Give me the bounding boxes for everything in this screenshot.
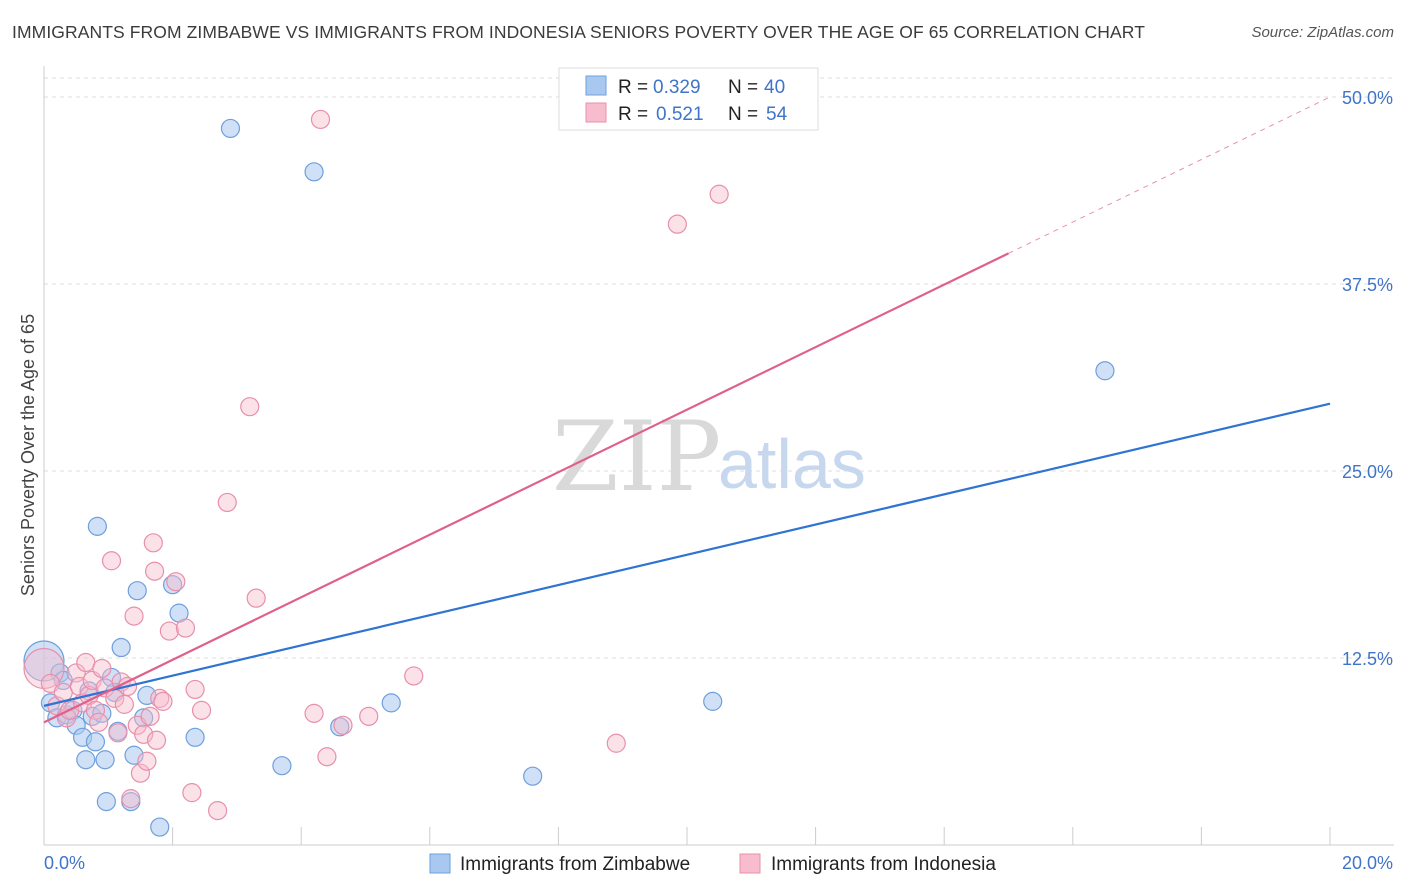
indonesia-point [144,561,165,581]
indonesia-point [143,533,163,553]
bottom-legend-swatch-indonesia [739,853,761,874]
indonesia-point [108,723,128,743]
indonesia-point [150,688,170,708]
legend-swatch-indonesia [585,102,607,123]
x-tick-label: 0.0% [44,853,85,873]
legend-r-label: R = [618,104,648,125]
watermark-atlas: atlas [718,425,866,503]
zimbabwe-point [381,693,401,713]
indonesia-point [310,109,331,130]
zimbabwe-point [87,516,107,536]
indonesia-point [124,606,144,626]
indonesia-point [76,652,96,673]
indonesia-point [333,715,353,735]
zimbabwe-point [111,637,131,658]
zimbabwe-point [134,708,154,728]
indonesia-point [53,682,73,703]
indonesia-point [101,551,122,571]
indonesia-point [709,184,729,204]
indonesia-point [23,647,65,690]
indonesia-point [667,214,687,234]
legend-n-value-zimbabwe: 40 [764,77,785,98]
zimbabwe-point [85,732,106,752]
zimbabwe-point [127,581,147,601]
y-tick-label: 12.5% [1342,649,1393,669]
legend-n-label: N = [728,77,758,98]
indonesia-point [246,588,266,608]
indonesia-point [85,700,106,720]
zimbabwe-point [523,766,543,786]
indonesia-trend-line [43,252,1009,724]
legend-r-value-zimbabwe: 0.329 [653,77,701,98]
legend-swatch-zimbabwe [585,75,607,96]
zimbabwe-point [330,717,350,737]
x-tick-label: 20.0% [1342,853,1393,873]
y-tick-label: 37.5% [1342,275,1393,295]
indonesia-point [304,703,324,723]
watermark-zip: ZIP [552,401,721,513]
indonesia-point [404,666,424,686]
indonesia-points [23,109,729,821]
y-axis-label: Seniors Poverty Over the Age of 65 [18,314,38,596]
y-tick-label: 50.0% [1342,88,1393,108]
zimbabwe-point [95,750,115,770]
indonesia-point [114,694,134,714]
ticks-layer: 12.5% 25.0% 37.5% 50.0% 0.0% 20.0% [44,88,1393,873]
legend-n-value-indonesia: 54 [766,104,788,125]
zimbabwe-point [703,691,723,711]
indonesia-point [153,691,173,711]
zimbabwe-point [185,727,205,747]
chart-title: IMMIGRANTS FROM ZIMBABWE VS IMMIGRANTS F… [12,22,1146,42]
indonesia-point [140,706,160,726]
indonesia-trend-line-extension [1008,96,1331,254]
bottom-legend-label-zimbabwe: Immigrants from Zimbabwe [460,854,690,875]
indonesia-point [92,658,112,679]
indonesia-point [240,397,260,417]
indonesia-point [182,783,202,803]
legend-n-label: N = [728,104,758,125]
bottom-legend-label-indonesia: Immigrants from Indonesia [771,854,996,875]
legend-r-value-indonesia: 0.521 [656,104,704,125]
zimbabwe-point [163,575,183,595]
legend-r-label: R = [618,77,648,98]
indonesia-point [185,679,205,700]
top-legend: R = 0.329 N = 40 R = 0.521 N = 54 [558,67,819,131]
zimbabwe-point [272,756,292,776]
chart-source: Source: ZipAtlas.com [1251,24,1394,41]
zimbabwe-point [304,162,324,182]
indonesia-point [89,712,109,732]
indonesia-point [217,492,237,513]
indonesia-point [121,789,141,809]
zimbabwe-point [150,817,170,837]
bottom-legend: Immigrants from Zimbabwe Immigrants from… [429,853,996,875]
zimbabwe-point [1095,361,1115,381]
zimbabwe-point [96,792,116,812]
indonesia-point [606,733,626,753]
indonesia-point [130,763,151,783]
axes-layer [43,66,1394,846]
watermark: ZIP atlas [552,401,866,513]
indonesia-point [159,621,179,641]
zimbabwe-point [76,750,96,770]
zimbabwe-trend-line [43,402,1331,707]
trend-layer [43,96,1331,724]
indonesia-point [146,730,167,750]
indonesia-point [359,706,379,726]
y-tick-label: 25.0% [1342,462,1393,482]
indonesia-point [137,751,157,771]
zimbabwe-point [220,118,241,139]
bottom-legend-swatch-zimbabwe [429,853,451,874]
grid-layer [44,77,1394,659]
indonesia-point [191,700,212,720]
indonesia-point [175,618,196,638]
indonesia-point [166,572,186,592]
indonesia-point [317,747,337,767]
indonesia-point [208,800,228,821]
